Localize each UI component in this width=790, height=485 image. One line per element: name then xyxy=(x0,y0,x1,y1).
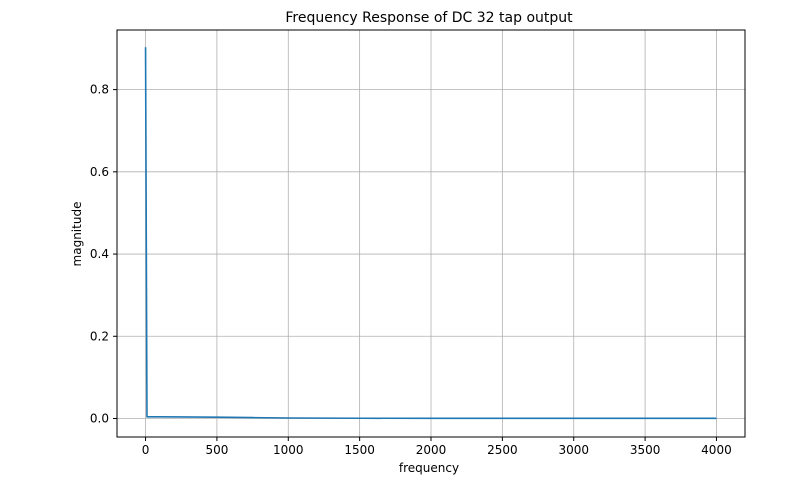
y-tick-label: 0.8 xyxy=(90,83,109,97)
y-tick-label: 0.2 xyxy=(90,329,109,343)
ticks: 0 500 1000 1500 2000 2500 3000 3500 4000 0.0 0.2 0.… xyxy=(90,83,732,457)
y-tick-label: 0.4 xyxy=(90,247,109,261)
x-tick-label: 0 xyxy=(142,443,150,457)
x-tick-label: 1000 xyxy=(273,443,304,457)
series-line xyxy=(144,47,717,420)
y-tick-label: 0.0 xyxy=(90,412,109,426)
x-tick-label: 4000 xyxy=(701,443,732,457)
y-axis-label: magnitude xyxy=(70,202,84,267)
x-tick-label: 2000 xyxy=(416,443,447,457)
x-tick-label: 500 xyxy=(205,443,228,457)
grid xyxy=(117,30,745,437)
x-tick-label: 3000 xyxy=(558,443,589,457)
x-tick-label: 2500 xyxy=(487,443,518,457)
x-axis-label: frequency xyxy=(399,461,459,475)
chart-title: Frequency Response of DC 32 tap output xyxy=(285,10,573,26)
y-tick-label: 0.6 xyxy=(90,165,109,179)
series-layer xyxy=(144,47,717,420)
x-tick-label: 3500 xyxy=(630,443,661,457)
x-tick-label: 1500 xyxy=(344,443,375,457)
